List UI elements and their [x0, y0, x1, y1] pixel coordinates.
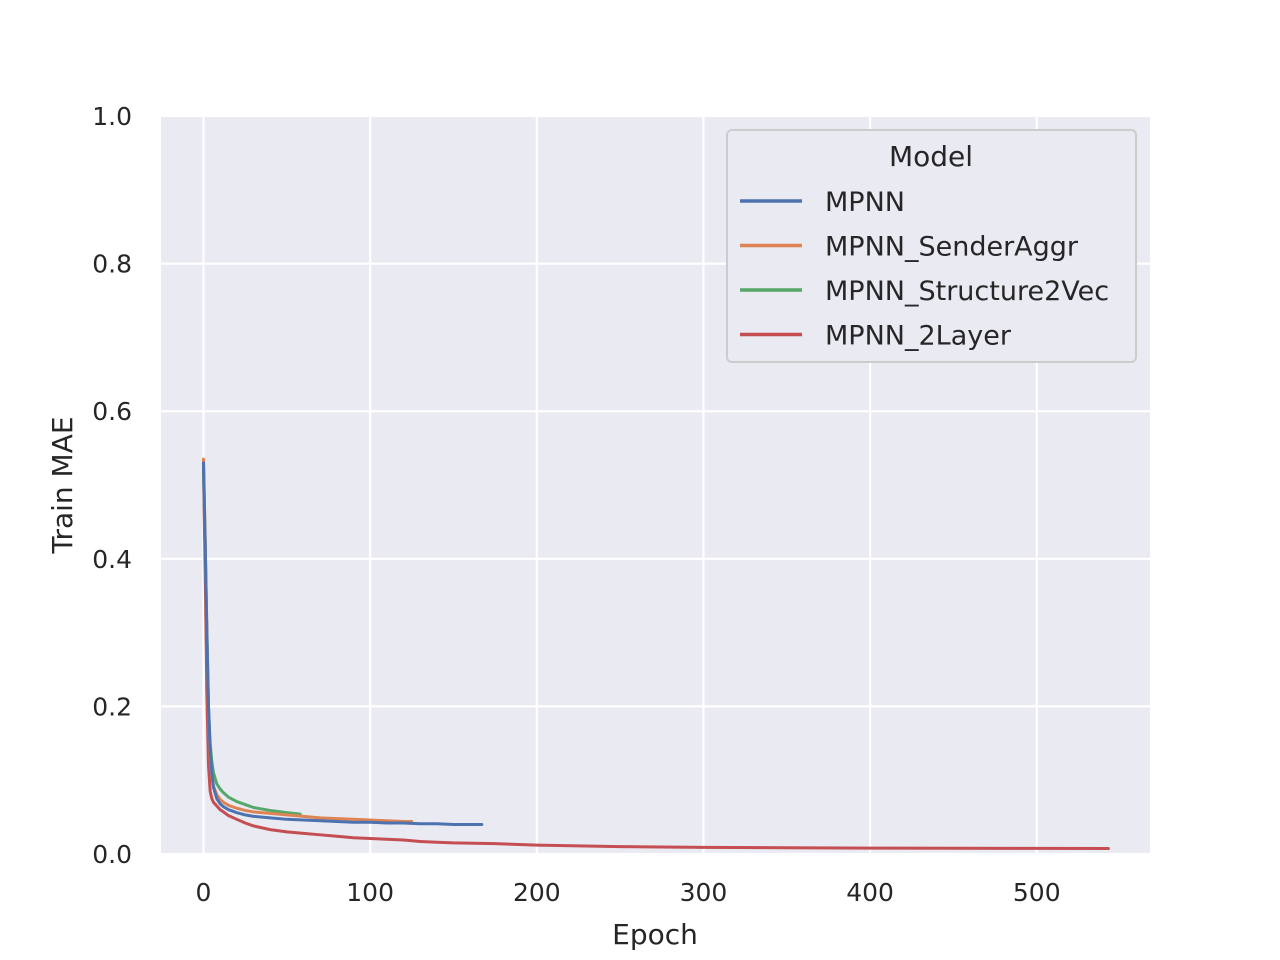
x-tick-label: 200 [513, 878, 561, 907]
y-tick-label: 0.0 [92, 840, 132, 869]
legend-label-mpnn-structure2vec: MPNN_Structure2Vec [825, 276, 1109, 307]
legend-label-mpnn: MPNN [825, 187, 905, 218]
x-tick-label: 500 [1013, 878, 1061, 907]
x-tick-label: 400 [846, 878, 894, 907]
x-tick-label: 100 [346, 878, 394, 907]
y-tick-label: 1.0 [92, 102, 132, 131]
legend: Model MPNN MPNN_SenderAggr MPNN_Structure2… [726, 129, 1137, 363]
y-tick-label: 0.6 [92, 397, 132, 426]
y-axis-label: Train MAE [46, 416, 79, 554]
legend-label-mpnn-2layer: MPNN_2Layer [825, 321, 1012, 352]
legend-box [726, 129, 1137, 363]
x-tick-labels: 0 100 200 300 400 500 [196, 878, 1061, 907]
y-tick-label: 0.2 [92, 692, 132, 721]
x-tick-label: 300 [680, 878, 728, 907]
x-axis-label: Epoch [612, 918, 698, 951]
series-lines [202, 457, 1110, 850]
y-tick-label: 0.4 [92, 545, 132, 574]
legend-items: MPNN MPNN_SenderAggr MPNN_Structure2Vec MPN… [740, 187, 1109, 352]
legend-title: Model [889, 140, 973, 173]
series-line-mpnn-2layer [202, 465, 1110, 850]
y-tick-label: 0.8 [92, 250, 132, 279]
series-line-mpnn [202, 461, 484, 826]
x-tick-label: 0 [196, 878, 212, 907]
legend-label-mpnn-senderaggr: MPNN_SenderAggr [825, 232, 1079, 263]
y-tick-labels: 0.0 0.2 0.4 0.6 0.8 1.0 [92, 102, 132, 869]
